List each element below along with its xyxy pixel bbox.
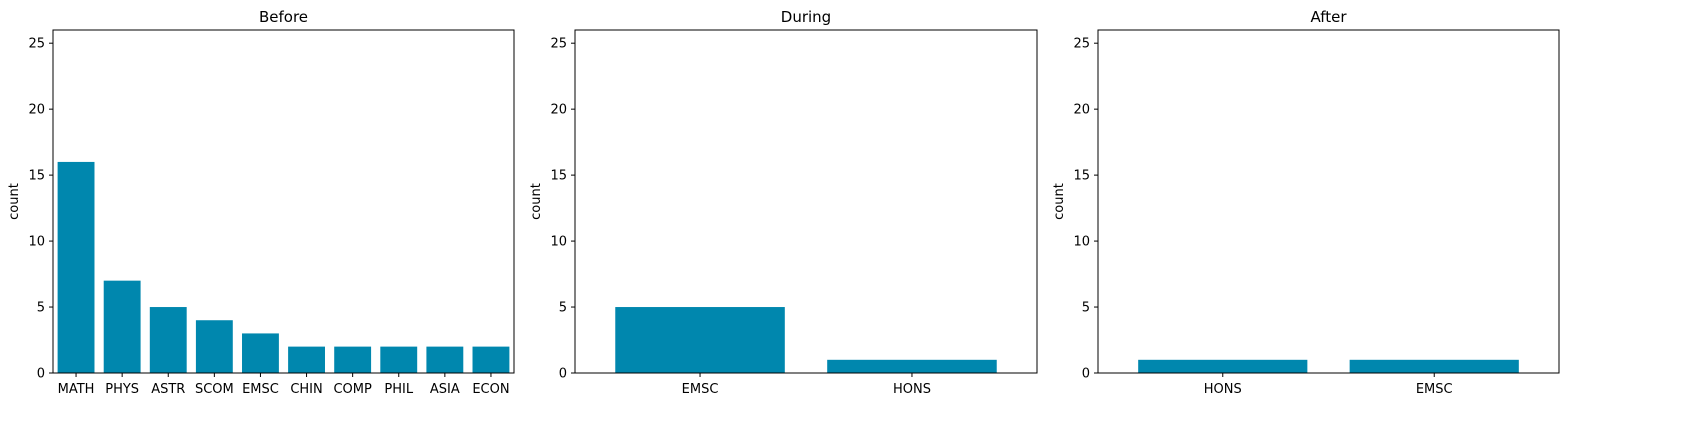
- y-tick-label: 20: [1073, 103, 1090, 118]
- y-axis-label: count: [529, 183, 544, 220]
- bar-scom: [195, 320, 233, 373]
- chart-title: After: [1310, 8, 1347, 26]
- x-tick-label: PHIL: [384, 382, 413, 397]
- bar-hons: [1138, 359, 1308, 373]
- bar-phil: [380, 346, 418, 373]
- y-tick-label: 10: [28, 235, 45, 250]
- x-tick-label: PHYS: [105, 382, 139, 397]
- y-axis-label: count: [1052, 183, 1067, 220]
- bar-econ: [472, 346, 510, 373]
- y-tick-label: 0: [559, 367, 567, 382]
- y-tick-label: 25: [550, 37, 567, 52]
- x-tick-label: HONS: [893, 382, 931, 397]
- bar-comp: [334, 346, 372, 373]
- plot-frame: [1097, 29, 1560, 374]
- chart-panel-before: 0 5 10 15 20 25 MATH PHYS ASTR SCOM EMSC CHIN COMP PH…: [7, 8, 515, 397]
- x-tick-label: SCOM: [195, 382, 234, 397]
- y-tick-label: 0: [1082, 367, 1090, 382]
- chart-title: During: [781, 8, 831, 26]
- x-tick-label: COMP: [333, 382, 372, 397]
- bar-math: [57, 161, 95, 373]
- x-tick-label: EMSC: [242, 382, 279, 397]
- y-tick-label: 5: [1082, 301, 1090, 316]
- chart-title: Before: [259, 8, 308, 26]
- bar-astr: [149, 307, 187, 373]
- x-tick-label: EMSC: [1416, 382, 1453, 397]
- bar-emsc: [242, 333, 279, 373]
- plot-frame: [52, 29, 515, 374]
- x-tick-label: EMSC: [682, 382, 719, 397]
- y-tick-label: 15: [550, 169, 567, 184]
- plot-frame: [574, 29, 1038, 374]
- y-tick-label: 10: [1073, 235, 1090, 250]
- y-tick-label: 15: [28, 169, 45, 184]
- x-tick-label: ASTR: [151, 382, 185, 397]
- bar-emsc: [615, 307, 785, 373]
- y-axis-label: count: [7, 183, 22, 220]
- y-tick-label: 10: [550, 235, 567, 250]
- y-tick-label: 15: [1073, 169, 1090, 184]
- y-tick-label: 25: [28, 37, 45, 52]
- x-tick-label: ECON: [472, 382, 509, 397]
- bar-chin: [288, 346, 325, 373]
- bar-hons: [827, 359, 997, 373]
- chart-panel-during: 0 5 10 15 20 25 EMSC HONS During count: [529, 8, 1038, 397]
- y-tick-label: 0: [37, 367, 45, 382]
- y-tick-label: 5: [559, 301, 567, 316]
- y-tick-label: 20: [28, 103, 45, 118]
- x-tick-label: CHIN: [290, 382, 322, 397]
- bar-phys: [103, 280, 141, 373]
- y-tick-label: 5: [37, 301, 45, 316]
- y-tick-label: 20: [550, 103, 567, 118]
- bar-emsc: [1349, 359, 1519, 373]
- x-tick-label: MATH: [58, 382, 95, 397]
- chart-panel-after: 0 5 10 15 20 25 HONS EMSC After count: [1052, 8, 1560, 397]
- x-tick-label: HONS: [1204, 382, 1242, 397]
- y-tick-label: 25: [1073, 37, 1090, 52]
- x-tick-label: ASIA: [430, 382, 460, 397]
- bar-asia: [426, 346, 464, 373]
